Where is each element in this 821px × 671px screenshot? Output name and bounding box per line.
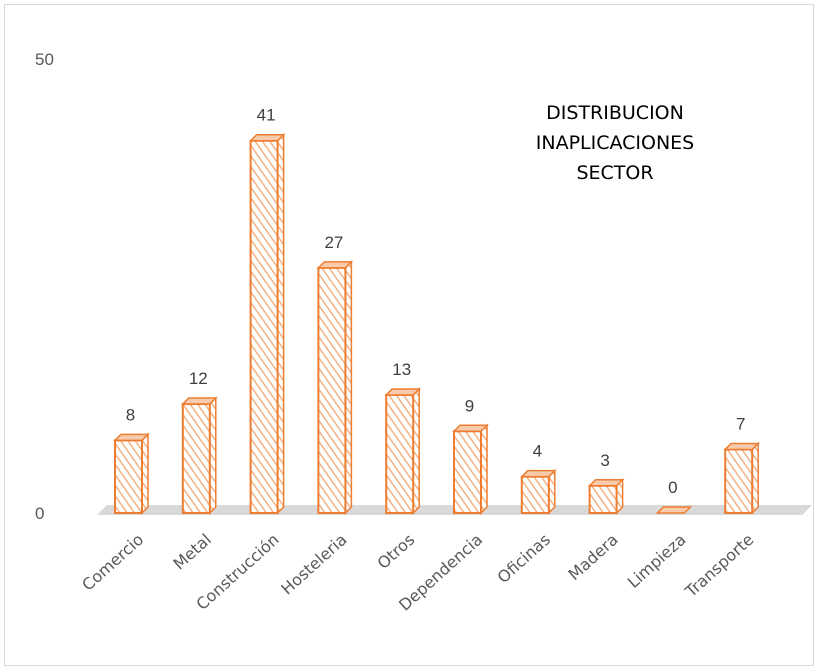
bar-top [655, 506, 693, 514]
chart-frame: 0 50 8 12 41 27 13 9 4 3 0 7 Comercio Metal Construc… [4, 4, 814, 666]
bar-dependencia [452, 423, 489, 515]
bar-top [723, 442, 761, 451]
data-label: 8 [126, 405, 135, 424]
bar-hosteleria [316, 260, 354, 515]
bar-limpieza [655, 506, 693, 514]
bar-top [519, 469, 557, 478]
chart-title: DISTRIBUCION INAPLICACIONES SECTOR [536, 102, 695, 184]
category-label: Transporte [681, 530, 758, 602]
data-label: 12 [189, 369, 208, 388]
category-label: Metal [169, 530, 215, 574]
bar-front [588, 484, 618, 515]
bar-transporte [723, 441, 761, 515]
data-label: 3 [600, 451, 609, 470]
bar-top [248, 133, 286, 142]
chart-title-line: DISTRIBUCION [546, 102, 684, 124]
bar-top [384, 388, 422, 396]
chart-title-line: SECTOR [576, 162, 653, 184]
bar-front [724, 448, 754, 515]
data-label: 4 [533, 442, 542, 461]
bar-comercio [113, 432, 150, 515]
data-label: 27 [324, 233, 343, 252]
bar-front [181, 403, 211, 515]
category-label: Limpieza [624, 530, 690, 592]
data-label: 13 [392, 360, 411, 379]
category-label: Otros [374, 530, 419, 573]
data-label: 9 [465, 396, 474, 415]
y-tick-label: 0 [35, 504, 44, 523]
bar-construcción [248, 132, 286, 515]
bar-top [452, 424, 489, 433]
category-label: Hosteleria [277, 530, 350, 599]
bar-top [180, 397, 218, 405]
bar-front [114, 439, 143, 514]
category-label: Comercio [78, 530, 147, 595]
data-label: 7 [736, 414, 745, 433]
data-label: 0 [668, 478, 677, 497]
bar-otros [384, 387, 422, 515]
bar-metal [180, 396, 218, 515]
chart-title-line: INAPLICACIONES [536, 132, 695, 154]
bar-front [317, 266, 347, 514]
bar-oficinas [519, 468, 557, 515]
bar-front [249, 139, 279, 514]
bar-madera [587, 477, 625, 515]
bar-top [113, 433, 150, 442]
category-label: Oficinas [494, 530, 554, 587]
category-label: Madera [564, 530, 621, 584]
bar-front [453, 430, 482, 514]
data-label: 41 [257, 106, 276, 125]
y-tick-label: 50 [35, 50, 54, 69]
bar-top [316, 261, 354, 269]
bar-top [587, 479, 625, 487]
bar-front [385, 393, 415, 514]
bar-front [520, 475, 550, 514]
